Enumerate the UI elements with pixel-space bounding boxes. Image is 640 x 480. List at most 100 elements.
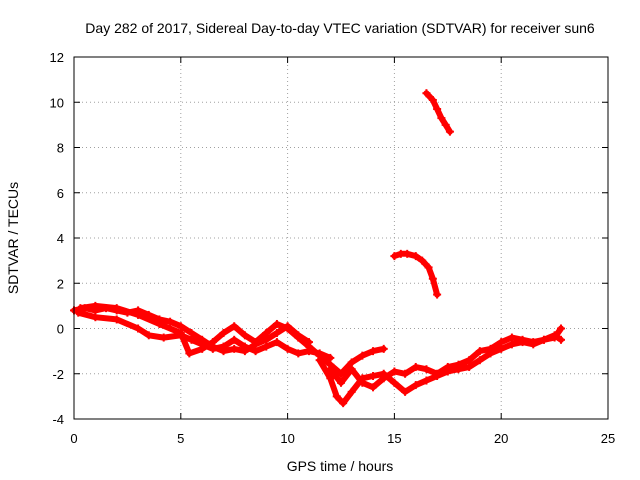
data-point	[428, 274, 437, 283]
data-point	[155, 319, 164, 328]
data-point	[422, 365, 431, 374]
data-point	[475, 356, 484, 365]
data-point	[529, 338, 538, 347]
data-point	[465, 356, 474, 365]
y-tick-label: 8	[57, 141, 64, 156]
data-point	[134, 310, 143, 319]
data-point	[262, 335, 271, 344]
data-point	[550, 331, 559, 340]
data-point	[159, 333, 168, 342]
data-point	[507, 340, 516, 349]
y-tick-label: 4	[57, 231, 64, 246]
data-point	[465, 362, 474, 371]
data-point	[486, 344, 495, 353]
data-point	[230, 322, 239, 331]
data-point	[443, 362, 452, 371]
data-point	[272, 319, 281, 328]
data-point	[422, 376, 431, 385]
data-point	[347, 387, 356, 396]
data-point	[411, 381, 420, 390]
data-point	[185, 349, 194, 358]
y-tick-label: -2	[52, 367, 64, 382]
data-point	[518, 335, 527, 344]
data-point	[219, 329, 228, 338]
data-point	[144, 331, 153, 340]
data-point	[112, 304, 121, 313]
data-point	[428, 95, 437, 104]
data-point	[411, 362, 420, 371]
data-point	[390, 367, 399, 376]
data-point	[251, 347, 260, 356]
data-point	[497, 344, 506, 353]
y-axis-label: SDTVAR / TECUs	[5, 182, 21, 294]
y-tick-label: -4	[52, 412, 64, 427]
data-point	[418, 256, 427, 265]
data-point	[403, 249, 412, 258]
y-tick-label: 12	[50, 50, 64, 65]
data-point	[326, 353, 335, 362]
axis-ticks: 0 5 10 15 20 25 -4 -2 0 2 4 6 8 10 12	[50, 50, 616, 446]
data-point	[337, 369, 345, 378]
data-point	[390, 252, 399, 261]
data-point	[390, 378, 399, 387]
data-point	[112, 315, 121, 324]
data-point	[401, 369, 410, 378]
data-point	[230, 344, 239, 353]
data-point	[76, 304, 85, 313]
data-point	[497, 338, 506, 347]
x-axis-label: GPS time / hours	[287, 458, 394, 474]
data-point	[219, 342, 228, 351]
data-point	[507, 333, 516, 342]
data-point	[91, 301, 100, 310]
x-tick-label: 0	[70, 431, 77, 446]
data-point	[358, 378, 367, 387]
data-point	[401, 387, 410, 396]
data-point	[272, 338, 281, 347]
data-point	[230, 335, 239, 344]
data-point	[326, 374, 335, 383]
chart-title: Day 282 of 2017, Sidereal Day-to-day VTE…	[85, 20, 595, 36]
data-point	[304, 342, 313, 351]
data-point	[339, 399, 348, 408]
data-point	[208, 344, 217, 353]
x-tick-label: 25	[601, 431, 615, 446]
data-point	[262, 329, 271, 338]
data-point	[369, 372, 378, 381]
data-point	[240, 342, 249, 351]
data-point	[454, 360, 463, 369]
data-point	[187, 335, 196, 344]
data-point	[433, 369, 442, 378]
data-point	[251, 338, 260, 347]
data-point	[475, 347, 484, 356]
data-point	[134, 324, 143, 333]
x-tick-label: 15	[387, 431, 401, 446]
data-point	[272, 329, 281, 338]
x-tick-label: 20	[494, 431, 508, 446]
data-point	[422, 89, 431, 98]
data-point	[283, 324, 292, 333]
data-point	[91, 313, 100, 322]
data-point	[262, 342, 271, 351]
data-point	[283, 344, 292, 353]
y-tick-label: 6	[57, 186, 64, 201]
data-point	[379, 344, 388, 353]
data-point	[187, 329, 196, 338]
data-point	[433, 290, 442, 299]
data-point	[369, 347, 378, 356]
data-point	[294, 349, 303, 358]
data-point	[411, 252, 420, 261]
data-point	[347, 365, 356, 374]
data-point	[347, 358, 356, 367]
data-point	[358, 351, 367, 360]
y-tick-label: 2	[57, 276, 64, 291]
data-point	[539, 335, 548, 344]
data-point	[198, 344, 207, 353]
data-point	[240, 331, 249, 340]
data-point	[437, 114, 446, 123]
x-tick-label: 10	[280, 431, 294, 446]
series-layer	[70, 89, 566, 408]
data-point	[445, 127, 454, 136]
y-tick-label: 0	[57, 322, 64, 337]
data-point	[424, 263, 433, 272]
